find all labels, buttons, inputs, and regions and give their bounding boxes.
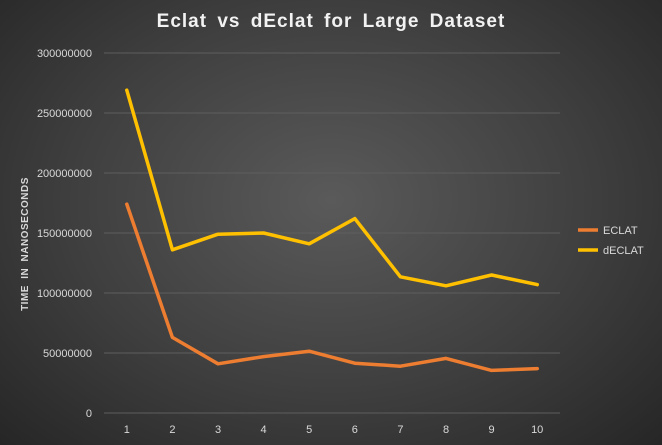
y-axis-ticks: 0 50000000 100000000 150000000 200000000 2500… — [37, 48, 92, 420]
y-tick-label: 250000000 — [37, 108, 92, 120]
data-point-declat — [262, 231, 266, 235]
x-tick-label: 9 — [489, 424, 495, 436]
x-tick-label: 8 — [443, 424, 449, 436]
data-point-eclat — [444, 356, 448, 360]
legend-label-eclat: ECLAT — [603, 225, 638, 237]
data-point-eclat — [535, 367, 539, 371]
x-tick-label: 1 — [124, 424, 130, 436]
data-point-declat — [535, 283, 539, 287]
x-tick-label: 4 — [261, 424, 267, 436]
data-point-eclat — [216, 362, 220, 366]
data-point-eclat — [262, 355, 266, 359]
data-point-declat — [398, 275, 402, 279]
data-point-declat — [307, 242, 311, 246]
y-axis-label: TIME IN NANOSECONDS — [20, 177, 31, 311]
y-tick-label: 200000000 — [37, 168, 92, 180]
series-line-eclat — [125, 202, 539, 373]
data-point-eclat — [353, 361, 357, 365]
chart-title: Eclat vs dEclat for Large Dataset — [156, 11, 506, 32]
y-tick-label: 300000000 — [37, 48, 92, 60]
data-point-eclat — [398, 364, 402, 368]
data-point-declat — [444, 284, 448, 288]
x-axis-ticks: 1 2 3 4 5 6 7 8 9 10 — [124, 424, 544, 436]
y-tick-label: 100000000 — [37, 288, 92, 300]
x-tick-label: 3 — [215, 424, 221, 436]
data-point-declat — [170, 248, 174, 252]
y-tick-label: 50000000 — [43, 348, 92, 360]
data-point-declat — [490, 273, 494, 277]
data-point-eclat — [170, 335, 174, 339]
data-point-eclat — [490, 368, 494, 372]
x-tick-label: 2 — [169, 424, 175, 436]
y-tick-label: 0 — [86, 408, 92, 420]
legend: ECLAT dECLAT — [578, 225, 644, 257]
x-tick-label: 10 — [531, 424, 543, 436]
data-point-declat — [216, 232, 220, 236]
y-tick-label: 150000000 — [37, 228, 92, 240]
data-point-eclat — [307, 349, 311, 353]
x-tick-label: 5 — [306, 424, 312, 436]
data-point-eclat — [125, 202, 129, 206]
data-point-declat — [353, 217, 357, 221]
x-tick-label: 7 — [397, 424, 403, 436]
x-tick-label: 6 — [352, 424, 358, 436]
data-point-declat — [125, 88, 129, 92]
series-line-declat — [125, 88, 539, 288]
series-lines — [125, 88, 539, 373]
legend-label-declat: dECLAT — [603, 245, 644, 257]
